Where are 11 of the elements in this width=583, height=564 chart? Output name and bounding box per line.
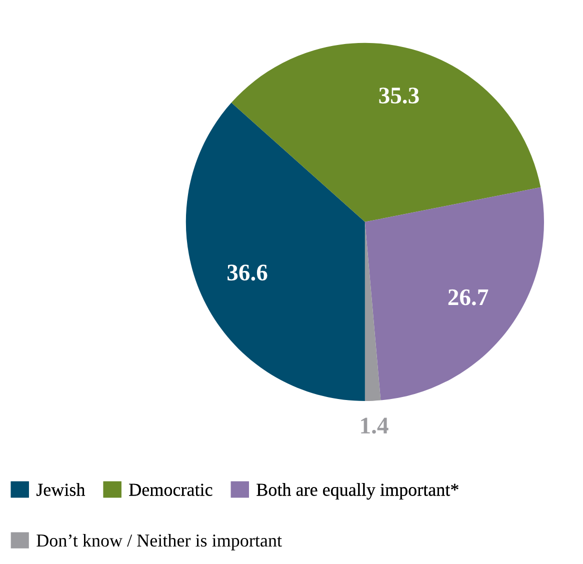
data-label: 1.4 <box>361 418 388 434</box>
pie-slice <box>186 102 365 401</box>
legend-label: Jewish <box>36 483 86 496</box>
data-label: 36.6 <box>228 264 268 281</box>
data-label: 35.3 <box>379 88 419 104</box>
legend-label: Both are equally important* <box>256 483 458 500</box>
pie-slice <box>231 42 541 222</box>
data-label: 26.7 <box>448 289 488 306</box>
legend-label: Democratic <box>129 484 212 496</box>
pie-slice <box>364 187 544 400</box>
legend-label: Don’t know / Neither is important <box>36 534 282 550</box>
